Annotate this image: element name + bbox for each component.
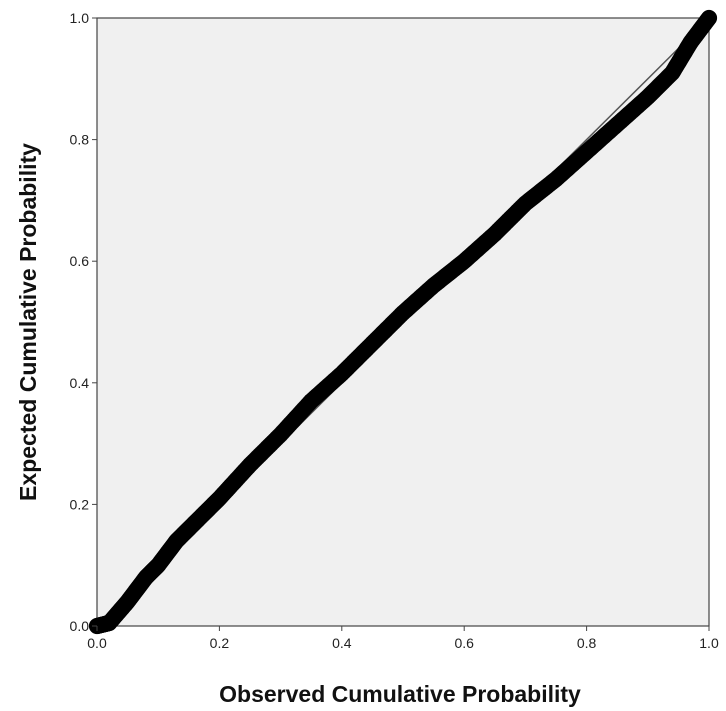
y-tick-label: 0.6: [70, 253, 90, 269]
x-tick-label: 0.2: [210, 635, 230, 651]
x-tick-label: 0.6: [454, 635, 474, 651]
y-tick-label: 0.4: [70, 375, 90, 391]
x-tick-label: 0.8: [577, 635, 597, 651]
data-point-marker: [700, 9, 718, 27]
x-tick-label: 0.0: [87, 635, 107, 651]
x-tick-label: 0.4: [332, 635, 352, 651]
y-tick-label: 0.0: [70, 618, 90, 634]
data-points-layer: [88, 9, 718, 635]
y-tick-label: 1.0: [70, 10, 90, 26]
y-tick-label: 0.2: [70, 496, 90, 512]
axis-layer: 0.0 0.2 0.4 0.6 0.8 1.0 0.0 0.2 0.4 0.6 0.8 1.0: [70, 10, 719, 651]
x-axis-title: Observed Cumulative Probability: [219, 681, 581, 707]
y-axis-title: Expected Cumulative Probability: [15, 143, 41, 501]
x-tick-label: 1.0: [699, 635, 719, 651]
y-tick-label: 0.8: [70, 132, 90, 148]
